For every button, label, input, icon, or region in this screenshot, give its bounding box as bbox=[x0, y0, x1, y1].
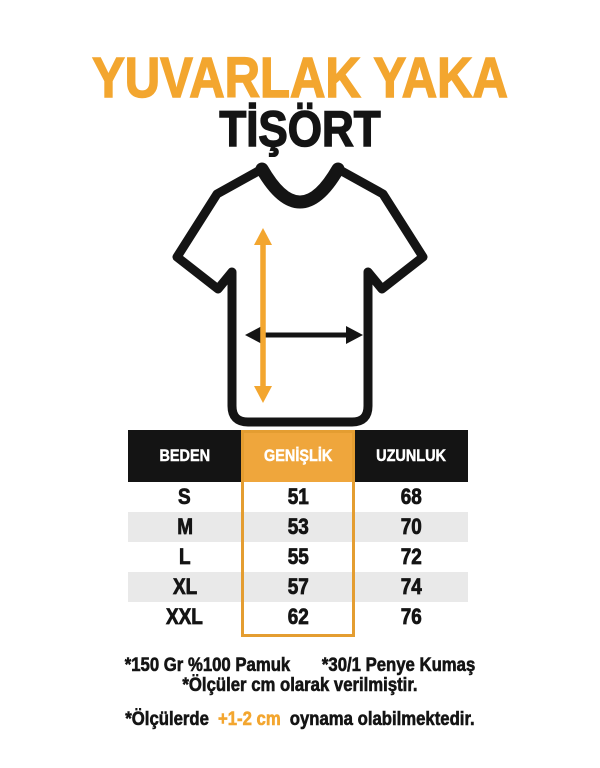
size-value: XXL bbox=[166, 604, 204, 630]
table-row-xxl: XXL 62 76 bbox=[128, 602, 468, 632]
cell-size: S bbox=[128, 482, 241, 512]
size-value: XL bbox=[172, 574, 197, 600]
table-row-s: S 51 68 bbox=[128, 482, 468, 512]
table-row-m: M 53 70 bbox=[128, 512, 468, 542]
cell-length: 74 bbox=[355, 572, 468, 602]
size-value: L bbox=[178, 544, 191, 570]
width-value: 53 bbox=[287, 514, 309, 540]
page-title: YUVARLAK YAKA bbox=[91, 46, 508, 110]
length-value: 70 bbox=[400, 514, 422, 540]
tolerance-note-suffix: oynama olabilmektedir. bbox=[289, 709, 475, 731]
fabric-notes-line: *150 Gr %100 Pamuk *30/1 Penye Kumaş bbox=[36, 655, 564, 677]
length-value: 76 bbox=[400, 604, 422, 630]
table-row-xl: XL 57 74 bbox=[128, 572, 468, 602]
width-value: 51 bbox=[287, 484, 309, 510]
cell-size: XL bbox=[128, 572, 241, 602]
horizontal-double-arrow-icon bbox=[245, 326, 363, 344]
cell-width: 55 bbox=[241, 542, 354, 572]
width-value: 55 bbox=[287, 544, 309, 570]
column-header-uzunluk: UZUNLUK bbox=[354, 430, 468, 482]
cell-length: 72 bbox=[355, 542, 468, 572]
cell-width: 62 bbox=[241, 602, 354, 632]
cell-width: 53 bbox=[241, 512, 354, 542]
fabric-weight-note: *150 Gr %100 Pamuk bbox=[124, 655, 291, 676]
length-value: 72 bbox=[400, 544, 422, 570]
cell-length: 76 bbox=[355, 602, 468, 632]
fabric-type-note: *30/1 Penye Kumaş bbox=[321, 655, 476, 676]
column-header-genislik-label: GENİŞLİK bbox=[263, 446, 333, 466]
cell-length: 70 bbox=[355, 512, 468, 542]
cell-size: L bbox=[128, 542, 241, 572]
column-header-beden-label: BEDEN bbox=[159, 446, 210, 466]
tshirt-diagram bbox=[150, 160, 450, 432]
vertical-double-arrow-icon bbox=[254, 228, 272, 403]
tolerance-note-value: +1-2 cm bbox=[217, 709, 281, 731]
column-header-beden: BEDEN bbox=[128, 430, 242, 482]
page-subtitle: TİŞÖRT bbox=[219, 101, 382, 157]
size-value: S bbox=[178, 484, 191, 510]
size-table: BEDEN GENİŞLİK UZUNLUK S 51 68 M 53 70 L… bbox=[128, 430, 468, 637]
unit-note: *Ölçüler cm olarak verilmiştir. bbox=[182, 675, 418, 696]
tolerance-note: *Ölçülerde +1-2 cm oynama olabilmektedir… bbox=[36, 709, 564, 731]
cell-length: 68 bbox=[355, 482, 468, 512]
size-table-header: BEDEN GENİŞLİK UZUNLUK bbox=[128, 430, 468, 482]
length-value: 68 bbox=[400, 484, 422, 510]
width-value: 62 bbox=[287, 604, 309, 630]
tshirt-outline-icon bbox=[172, 162, 428, 427]
cell-size: XXL bbox=[128, 602, 241, 632]
size-value: M bbox=[176, 514, 193, 540]
width-value: 57 bbox=[287, 574, 309, 600]
length-value: 74 bbox=[400, 574, 422, 600]
cell-width: 57 bbox=[241, 572, 354, 602]
tolerance-note-prefix: *Ölçülerde bbox=[125, 709, 209, 731]
column-header-genislik: GENİŞLİK bbox=[241, 430, 355, 482]
cell-size: M bbox=[128, 512, 241, 542]
column-header-uzunluk-label: UZUNLUK bbox=[376, 446, 447, 466]
table-row-l: L 55 72 bbox=[128, 542, 468, 572]
tshirt-collar bbox=[255, 162, 345, 209]
cell-width: 51 bbox=[241, 482, 354, 512]
